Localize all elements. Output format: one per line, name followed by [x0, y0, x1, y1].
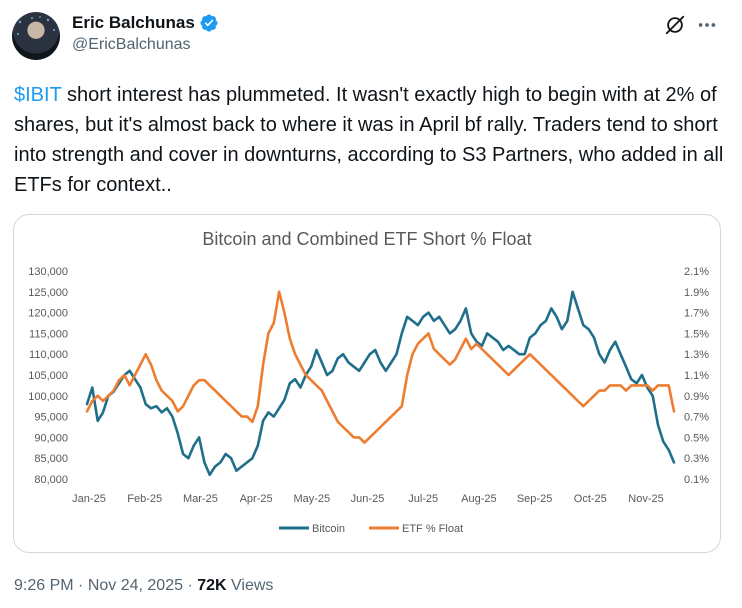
x-tick: Aug-25 [461, 493, 496, 505]
tweet-time[interactable]: 9:26 PM [14, 577, 74, 594]
avatar[interactable] [12, 12, 60, 60]
y-right-tick: 1.3% [684, 349, 709, 361]
more-icon[interactable] [696, 14, 718, 36]
y-left-tick: 130,000 [28, 266, 68, 278]
author-handle[interactable]: @EricBalchunas [72, 36, 191, 53]
x-tick: Nov-25 [628, 493, 663, 505]
x-tick: Jun-25 [351, 493, 385, 505]
tweet-meta: 9:26 PM · Nov 24, 2025 · 72K Views [14, 577, 273, 595]
y-right-tick: 0.3% [684, 453, 709, 465]
x-tick: Apr-25 [240, 493, 273, 505]
views-count: 72K [197, 577, 227, 594]
meta-separator: · [73, 577, 88, 594]
y-right-tick: 1.9% [684, 287, 709, 299]
legend-etf-label: ETF % Float [402, 523, 463, 535]
y-left-tick: 120,000 [28, 308, 68, 320]
legend-bitcoin-label: Bitcoin [312, 523, 345, 535]
tweet-body: short interest has plummeted. It wasn't … [14, 84, 724, 196]
y-right-tick: 0.1% [684, 474, 709, 486]
y-right-tick: 1.7% [684, 308, 709, 320]
y-left-tick: 80,000 [34, 474, 68, 486]
views-label: Views [226, 577, 274, 594]
x-tick: Jul-25 [408, 493, 438, 505]
y-left-tick: 95,000 [34, 412, 68, 424]
x-tick: Oct-25 [574, 493, 607, 505]
x-tick: Jan-25 [72, 493, 106, 505]
x-tick: Mar-25 [183, 493, 218, 505]
chart-image[interactable]: Bitcoin and Combined ETF Short % Float 8… [13, 214, 721, 553]
y-left-tick: 105,000 [28, 370, 68, 382]
y-right-tick: 0.9% [684, 391, 709, 403]
author-name[interactable]: Eric Balchunas [72, 12, 219, 34]
y-left-tick: 100,000 [28, 391, 68, 403]
chart-plot: 80,000 85,000 90,000 95,000 100,000 105,000 11… [28, 266, 709, 535]
x-tick: May-25 [293, 493, 330, 505]
etf-float-series-line [85, 290, 676, 444]
y-left-tick: 90,000 [34, 432, 68, 444]
y-right-tick: 2.1% [684, 266, 709, 278]
author-display-name[interactable]: Eric Balchunas [72, 13, 195, 32]
tweet-text: $IBIT short interest has plummeted. It w… [14, 80, 724, 200]
bitcoin-series-line [85, 290, 676, 477]
y-left-tick: 110,000 [29, 349, 68, 361]
meta-separator: · [183, 577, 198, 594]
y-right-tick: 1.5% [684, 328, 709, 340]
verified-badge-icon [200, 14, 218, 32]
chart-title: Bitcoin and Combined ETF Short % Float [202, 229, 532, 249]
y-left-tick: 115,000 [29, 328, 68, 340]
y-right-tick: 0.5% [684, 432, 709, 444]
x-tick: Sep-25 [517, 493, 552, 505]
y-right-tick: 1.1% [684, 370, 709, 382]
tweet-date[interactable]: Nov 24, 2025 [87, 577, 183, 594]
y-left-tick: 125,000 [28, 287, 68, 299]
y-right-tick: 0.7% [684, 412, 709, 424]
y-left-tick: 85,000 [34, 453, 68, 465]
x-tick: Feb-25 [127, 493, 162, 505]
cashtag-link[interactable]: $IBIT [14, 84, 62, 106]
grok-icon[interactable] [664, 14, 686, 36]
